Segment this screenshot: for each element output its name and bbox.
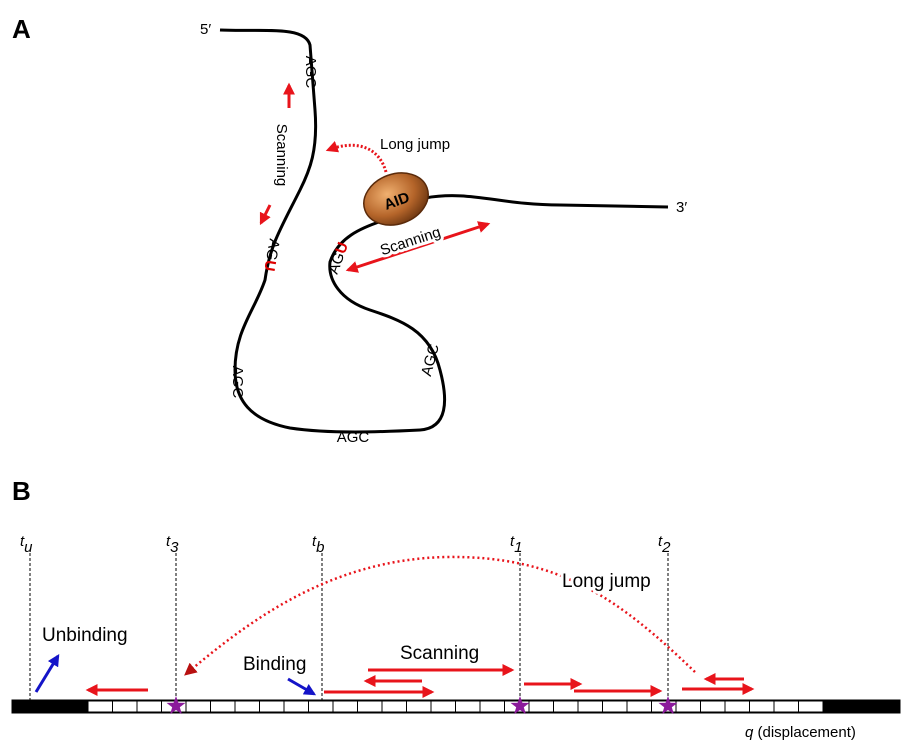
svg-text:AGU: AGU	[260, 237, 282, 272]
cell	[260, 701, 285, 712]
time-subscript: 2	[661, 539, 671, 556]
dna-strand	[220, 30, 668, 432]
scanning-label: Scanning	[273, 124, 290, 187]
time-subscript: u	[24, 539, 33, 556]
motif: AGC	[302, 56, 319, 89]
cell	[431, 701, 456, 712]
time-subscript: 1	[514, 539, 522, 556]
cell	[603, 701, 628, 712]
cell	[88, 701, 113, 712]
time-label: t3	[166, 533, 179, 556]
long-jump-arrow	[328, 145, 386, 172]
dna-track	[12, 700, 900, 713]
cell	[676, 701, 701, 712]
long-jump-label: Long jump	[562, 571, 651, 592]
motif-text: AGC	[337, 429, 370, 446]
scan-arrows	[88, 670, 752, 692]
motif: AGU	[260, 237, 282, 272]
axis-label: q (displacement)	[745, 724, 856, 741]
aid-enzyme: AID	[356, 164, 435, 234]
cell	[554, 701, 579, 712]
panel-label: B	[12, 476, 31, 506]
motif: AGC	[337, 429, 370, 446]
three-prime: 3′	[676, 199, 687, 216]
arrow	[261, 205, 270, 223]
time-label: t1	[510, 533, 523, 556]
cell	[774, 701, 799, 712]
motif-text: AG	[262, 237, 283, 261]
time-label: tb	[312, 533, 325, 556]
binding-label: Binding	[243, 654, 306, 675]
time-subscript: b	[316, 539, 324, 556]
cell	[407, 701, 432, 712]
svg-text:AGC: AGC	[302, 56, 319, 89]
time-subscript: 3	[170, 539, 179, 556]
figure: A 5′ 3′ AGC AGU AGC AGC AGC AGU AID Scan…	[0, 0, 907, 742]
motif-highlight: U	[260, 259, 279, 273]
arrow	[288, 679, 314, 694]
motif: AGU	[325, 240, 352, 276]
cell	[701, 701, 726, 712]
panel-label: A	[12, 14, 31, 44]
cell	[333, 701, 358, 712]
cell	[750, 701, 775, 712]
unbinding-label: Unbinding	[42, 625, 128, 646]
cell	[186, 701, 211, 712]
axis-text: (displacement)	[758, 724, 856, 741]
scanning-label: Scanning	[378, 224, 443, 260]
svg-text:AGU: AGU	[325, 240, 352, 276]
scanning-label: Scanning	[400, 643, 479, 664]
time-label: t2	[658, 533, 671, 556]
cell	[799, 701, 824, 712]
cell	[480, 701, 505, 712]
five-prime: 5′	[200, 21, 211, 38]
time-label: tu	[20, 533, 33, 556]
label-group: Scanning	[273, 124, 290, 187]
svg-text:AGC: AGC	[229, 366, 246, 399]
cell	[358, 701, 383, 712]
cell	[235, 701, 260, 712]
axis-symbol: q	[745, 724, 754, 741]
cell	[529, 701, 554, 712]
cell	[113, 701, 138, 712]
long-jump-label: Long jump	[380, 136, 450, 153]
time-markers: tu t3 tb t1 t2	[20, 533, 678, 714]
cell	[382, 701, 407, 712]
cell	[725, 701, 750, 712]
cell	[284, 701, 309, 712]
cell	[211, 701, 236, 712]
motif-text: AGC	[229, 366, 246, 399]
cell	[578, 701, 603, 712]
svg-text:AGC: AGC	[337, 429, 370, 446]
motif-text: AGC	[302, 56, 319, 89]
cell	[456, 701, 481, 712]
cell	[137, 701, 162, 712]
cell	[309, 701, 334, 712]
motif: AGC	[229, 366, 246, 399]
cell	[627, 701, 652, 712]
arrow	[36, 656, 58, 692]
